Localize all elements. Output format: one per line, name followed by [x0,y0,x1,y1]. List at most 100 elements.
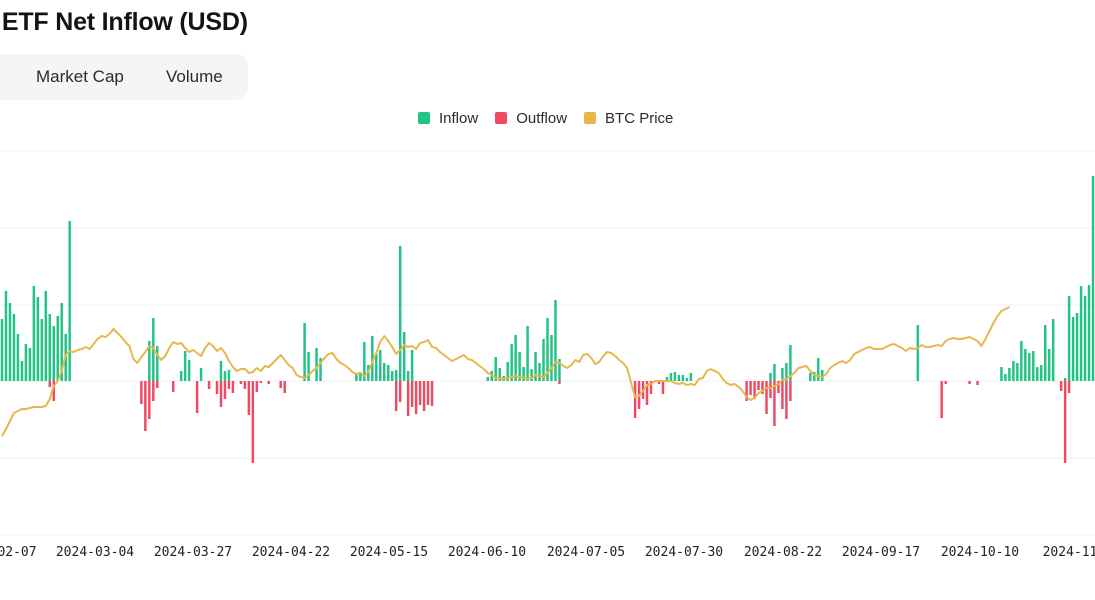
inflow-bar [16,334,20,381]
inflow-bar [4,291,8,381]
outflow-bar [255,381,259,392]
inflow-bar [303,323,306,381]
inflow-bar [506,362,509,381]
inflow-bar [817,358,820,381]
page-title: t ETF Net Inflow (USD) [0,8,248,36]
x-axis-tick-label: 2024-03-04 [56,545,134,560]
inflow-bar [48,314,52,381]
inflow-bar [148,341,151,381]
outflow-bar [171,381,175,392]
inflow-bar [179,371,183,381]
inflow-bar [12,314,16,381]
inflow-bar [68,221,71,381]
legend-swatch-outflow [495,112,508,124]
outflow-bar [398,381,402,402]
inflow-bar [1004,374,1007,381]
inflow-bar [1024,349,1027,381]
inflow-bar [1047,349,1051,381]
tab-volume[interactable]: Volume [166,67,223,86]
outflow-bar [156,381,159,388]
inflow-bar [36,297,40,381]
inflow-bar [1040,365,1043,381]
inflow-bar [1091,176,1095,381]
outflow-bar [749,381,752,395]
inflow-bar [669,373,673,381]
inflow-bar [673,372,677,381]
x-axis-tick-label: 2024-06-10 [448,545,526,560]
outflow-bar [48,381,52,387]
outflow-bar [52,381,55,401]
outflow-bar [781,381,784,409]
inflow-bar [1020,341,1023,381]
outflow-bar [243,381,247,389]
x-axis-tick-label: 2024-08-22 [744,545,822,560]
inflow-bar [156,346,159,381]
inflow-bar [1008,368,1011,381]
inflow-bar [32,286,36,381]
inflow-bar [546,318,549,381]
inflow-bar [187,360,191,381]
inflow-bar [1043,325,1047,381]
outflow-bar [940,381,943,418]
inflow-bar [1051,319,1055,381]
inflow-bar [781,368,784,381]
outflow-bar [558,381,561,384]
outflow-bar [231,381,235,393]
legend-item-inflow[interactable]: Inflow [418,110,478,127]
inflow-bar [534,352,537,381]
outflow-bar [422,381,426,411]
inflow-bar [916,325,920,381]
inflow-bar [315,348,318,381]
inflow-bar [558,359,561,381]
inflow-bar [8,303,12,381]
inflow-bar [685,378,689,381]
outflow-bar [773,381,776,426]
legend-label-outflow: Outflow [516,109,568,127]
inflow-bar [514,335,517,381]
inflow-bar [522,367,525,381]
inflow-bar [769,373,772,381]
x-axis-tick-label: 2024-07-30 [645,545,723,560]
inflow-bar [554,300,557,381]
inflow-bar [1063,378,1067,381]
legend-item-btc-price[interactable]: BTC Price [584,110,673,127]
legend-swatch-btc-price [584,112,597,124]
outflow-bar [406,381,410,416]
inflow-bar [1079,286,1083,381]
tab-market-cap[interactable]: Market Cap [36,67,124,86]
inflow-bar [510,344,513,381]
outflow-bar [1059,381,1063,391]
outflow-bar [789,381,792,401]
inflow-bar [486,377,490,381]
inflow-bar [1016,363,1019,381]
legend-label-btc-price: BTC Price [605,109,674,127]
inflow-bar [785,363,788,381]
inflow-bar [227,370,231,381]
inflow-bar [371,336,374,381]
inflow-bar [60,303,63,381]
chart-legend: Inflow Outflow BTC Price [418,108,690,128]
legend-item-outflow[interactable]: Outflow [495,110,567,127]
outflow-bar [140,381,143,404]
inflow-bar [1032,351,1035,381]
outflow-bar [777,381,780,393]
inflow-bar [542,339,545,381]
inflow-bar [526,326,529,381]
x-axis-tick-label: 2024-09-17 [842,545,920,560]
inflow-bar [52,326,55,381]
outflow-bar [745,381,748,401]
outflow-bar [223,381,227,399]
legend-swatch-inflow [418,112,430,124]
inflow-bar [1036,367,1039,381]
inflow-bar [410,350,414,381]
inflow-bar [1028,353,1031,381]
x-axis-tick-label: 2024-10-10 [941,545,1019,560]
outflow-bar [633,381,637,418]
outflow-bar [757,381,760,390]
inflow-bar [813,372,816,381]
inflow-bar [375,354,378,381]
inflow-bar [20,361,24,381]
inflow-bar [681,375,685,381]
inflow-bar [183,351,187,381]
